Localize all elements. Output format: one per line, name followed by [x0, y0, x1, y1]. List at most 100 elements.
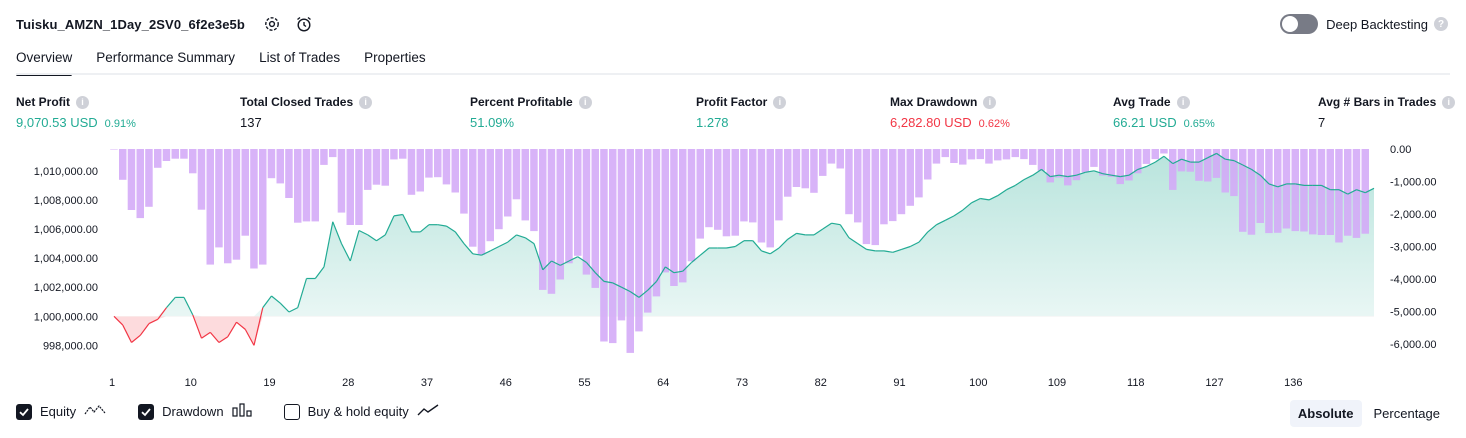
equity-line-segment — [1120, 174, 1130, 178]
deep-backtesting-toggle[interactable] — [1280, 14, 1319, 34]
equity-line-segment — [910, 241, 920, 248]
metric-label: Profit Factor — [696, 95, 768, 109]
left-axis: 1,010,000.00 1,008,000.00 1,006,000.00 1,00… — [34, 166, 98, 353]
info-icon[interactable]: i — [359, 95, 373, 109]
equity-line-segment — [437, 224, 447, 227]
drawdown-bar — [154, 149, 162, 168]
drawdown-bar — [390, 149, 398, 160]
drawdown-bar — [871, 149, 879, 246]
equity-checkbox[interactable] — [16, 403, 32, 420]
tab-list-of-trades[interactable]: List of Trades — [259, 50, 341, 65]
drawdown-bar — [460, 149, 468, 214]
drawdown-bar — [635, 149, 643, 332]
drawdown-bar — [1300, 149, 1308, 232]
x-axis: 1 10 19 28 37 46 55 64 73 82 91 100 109 118 127 136 — [109, 377, 1303, 389]
equity-line-segment — [822, 222, 832, 230]
metric-profit-factor: Profit Factor i 1.278 — [696, 95, 787, 130]
equity-line-segment — [481, 250, 491, 256]
equity-line-segment — [568, 256, 579, 262]
equity-line-segment — [288, 307, 299, 313]
equity-line-segment — [586, 262, 596, 274]
settings-icon[interactable] — [263, 15, 281, 33]
equity-line-segment — [560, 260, 570, 266]
drawdown-checkbox[interactable] — [138, 403, 155, 420]
legend-buy-hold[interactable]: Buy & hold equity — [283, 403, 439, 420]
tab-overview[interactable]: Overview — [16, 46, 73, 76]
drawdown-bar — [521, 149, 529, 221]
info-icon[interactable]: i — [983, 95, 997, 109]
equity-line-segment — [131, 334, 141, 343]
alarm-clock-icon[interactable] — [295, 15, 313, 33]
metric-percent: 0.91% — [104, 118, 136, 130]
drawdown-bar — [530, 149, 538, 232]
info-icon[interactable]: i — [773, 95, 787, 109]
drawdown-bar — [1081, 149, 1089, 173]
x-tick-label: 64 — [657, 377, 669, 389]
drawdown-bar — [801, 149, 809, 189]
equity-line-segment — [813, 228, 824, 236]
drawdown-bar — [1125, 149, 1133, 181]
percentage-button[interactable]: Percentage — [1373, 406, 1441, 421]
equity-line-segment — [446, 225, 456, 233]
equity-line-segment — [1365, 187, 1375, 194]
drawdown-bar — [1072, 149, 1081, 181]
drawdown-bar — [346, 149, 354, 225]
x-tick-label: 136 — [1284, 377, 1302, 389]
right-tick-label: -2,000.00 — [1390, 209, 1436, 221]
x-tick-label: 37 — [421, 377, 433, 389]
drawdown-bar — [906, 149, 914, 206]
drawdown-bar — [1142, 149, 1151, 164]
equity-line-segment — [340, 243, 351, 262]
equity-line-segment — [113, 315, 124, 326]
equity-drawdown-chart[interactable]: 1,010,000.00 1,008,000.00 1,006,000.00 1,00… — [0, 140, 1466, 396]
left-tick-label: 1,004,000.00 — [34, 253, 98, 265]
drawdown-bar — [1169, 149, 1177, 190]
equity-line-segment — [901, 245, 911, 250]
equity-line-segment — [122, 324, 133, 343]
absolute-button[interactable]: Absolute — [1289, 400, 1362, 427]
info-icon[interactable]: i — [76, 95, 89, 109]
drawdown-bar — [1090, 149, 1098, 167]
drawdown-bar — [565, 149, 573, 264]
drawdown-bar — [819, 149, 827, 176]
drawdown-bar — [136, 149, 144, 219]
equity-line-segment — [148, 318, 159, 325]
equity-line-segment — [314, 266, 325, 279]
drawdown-bar — [425, 149, 433, 178]
equity-line-segment — [271, 295, 281, 304]
equity-line-segment — [980, 197, 990, 201]
info-icon[interactable]: i — [578, 95, 592, 109]
buy-hold-checkbox[interactable] — [283, 403, 300, 420]
drawdown-bar — [469, 149, 477, 247]
info-icon[interactable]: i — [1176, 95, 1190, 109]
drawdown-bar — [757, 149, 766, 243]
metric-label: Net Profit — [16, 95, 70, 109]
equity-line-segment — [367, 234, 377, 242]
equity-line-segment — [752, 240, 762, 252]
legend-equity[interactable]: Equity — [16, 403, 106, 420]
equity-area — [114, 153, 1374, 346]
equity-line-segment — [323, 221, 334, 268]
drawdown-bar — [320, 149, 328, 165]
x-tick-label: 10 — [185, 377, 197, 389]
metric-max-drawdown: Max Drawdown i 6,282.80 USD 0.62% — [890, 95, 1010, 130]
left-tick-label: 1,006,000.00 — [34, 224, 98, 236]
tab-performance-summary[interactable]: Performance Summary — [96, 50, 236, 65]
equity-line-segment — [1093, 170, 1103, 175]
legend-drawdown[interactable]: Drawdown — [138, 403, 252, 420]
equity-line-segment — [358, 229, 369, 236]
info-icon[interactable]: i — [1442, 95, 1456, 109]
drawdown-bar — [652, 149, 661, 297]
chart-legend: Equity Drawdown Buy & hold equity — [16, 403, 471, 420]
metric-value: 137 — [240, 115, 262, 130]
equity-line-segment — [778, 238, 789, 249]
tab-properties[interactable]: Properties — [364, 50, 426, 65]
equity-line-segment — [218, 336, 229, 344]
drawdown-bar — [162, 149, 171, 161]
equity-line-segment — [997, 189, 1007, 197]
help-icon[interactable]: ? — [1434, 17, 1448, 31]
deep-backtesting: Deep Backtesting ? — [1280, 14, 1448, 34]
drawdown-bar — [810, 149, 818, 193]
equity-line-segment — [726, 245, 736, 249]
equity-line-segment — [209, 332, 220, 343]
